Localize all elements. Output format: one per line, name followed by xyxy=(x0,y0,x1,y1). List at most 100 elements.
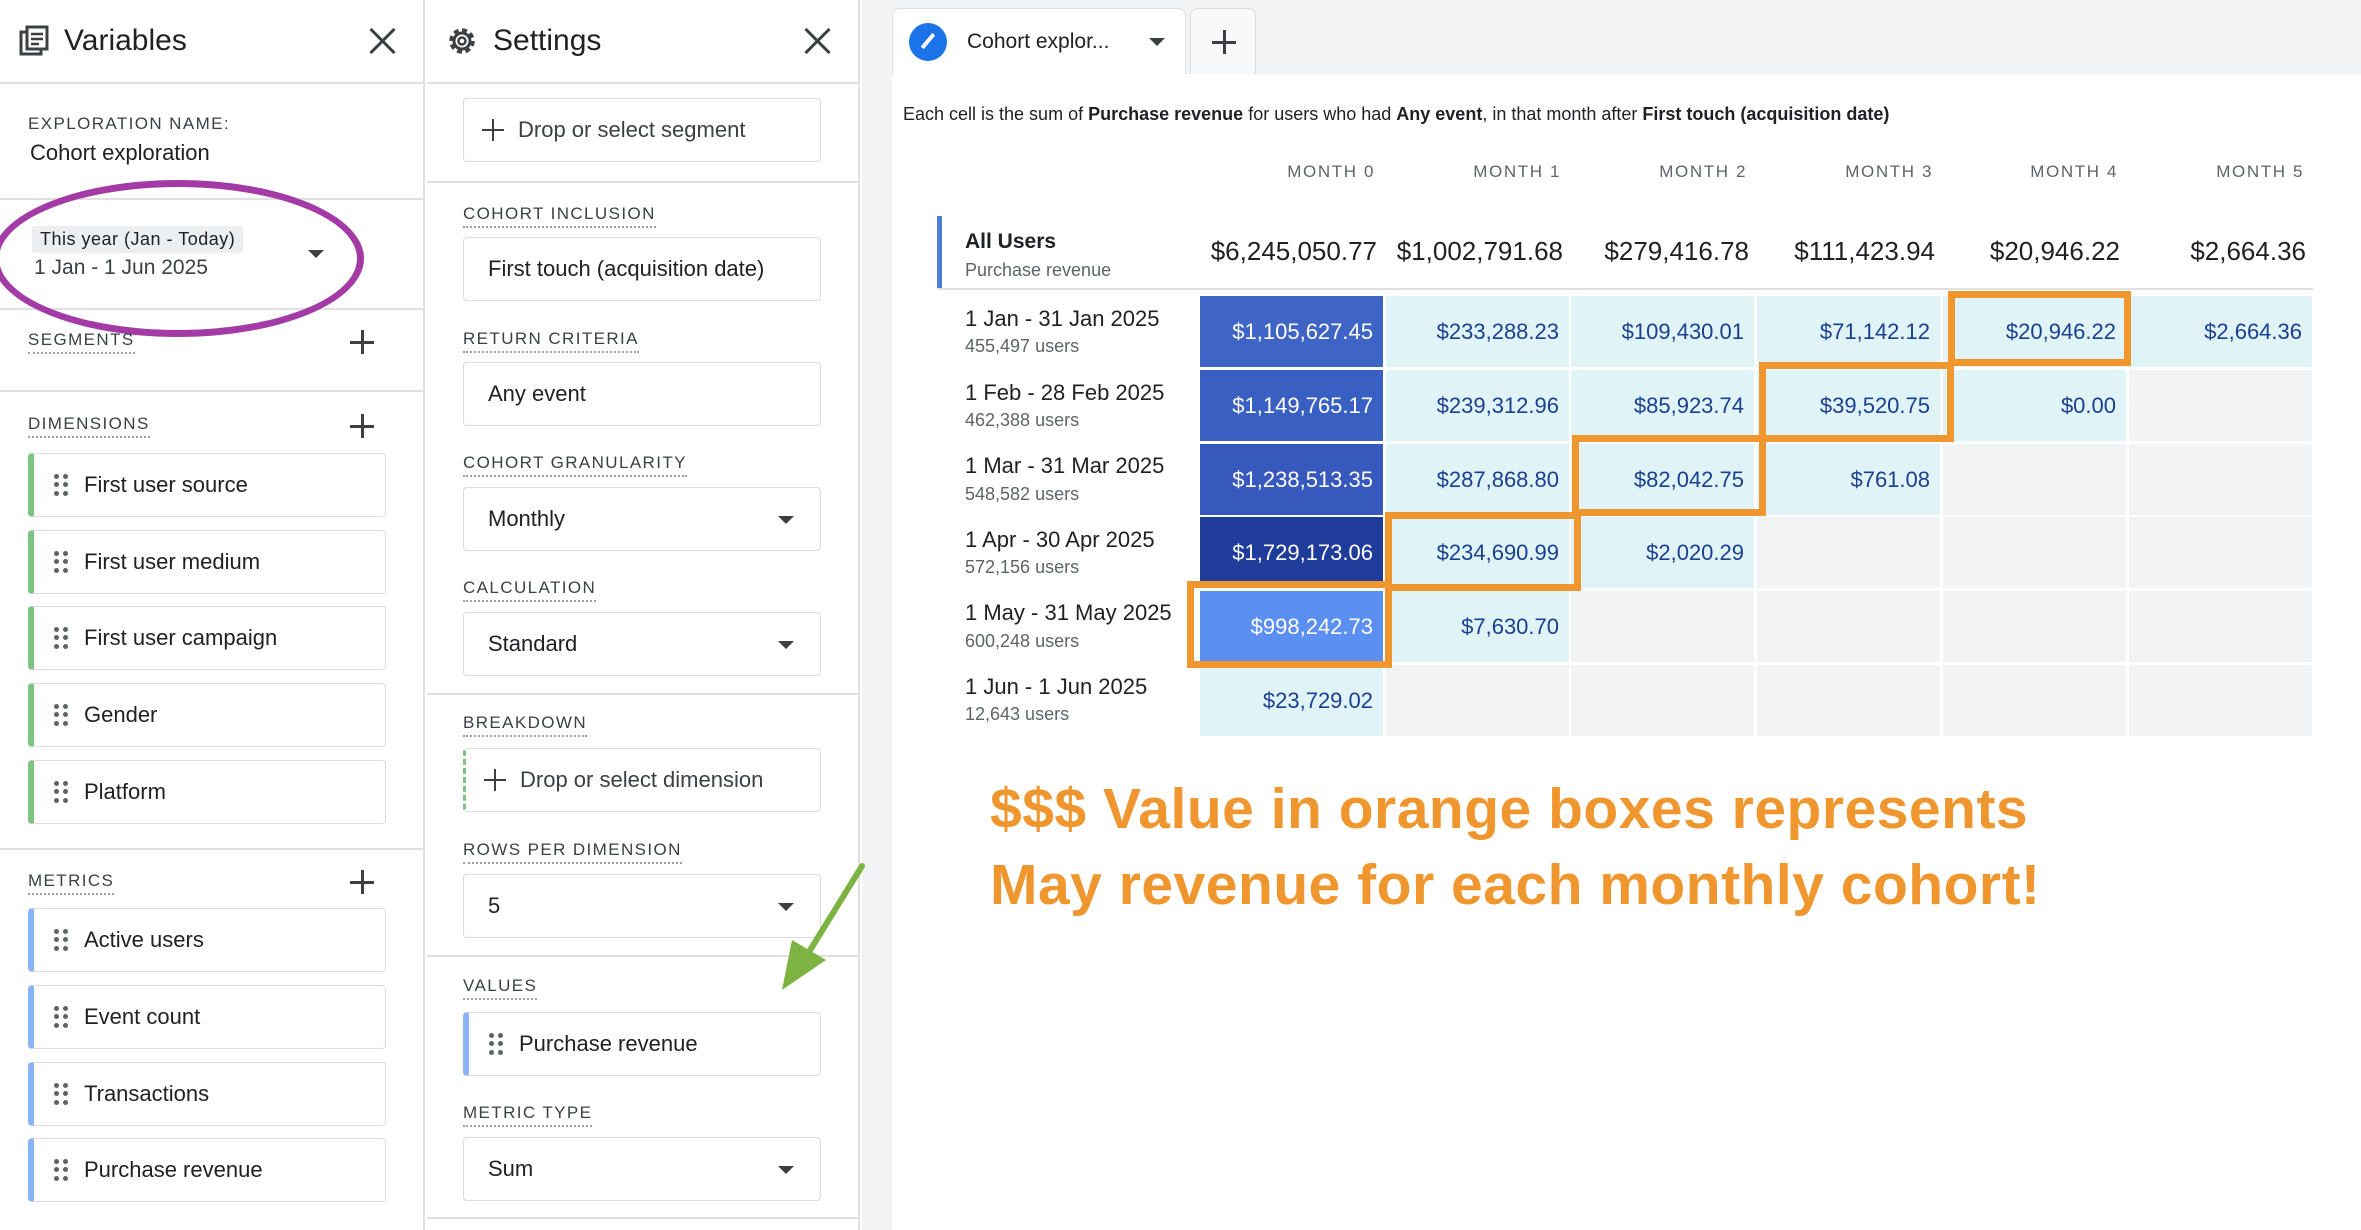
cohort-row-label: 1 Mar - 31 Mar 2025 xyxy=(965,453,1165,478)
dimension-chip[interactable]: First user campaign xyxy=(28,606,386,670)
dimension-chip[interactable]: First user source xyxy=(28,453,386,517)
gear-icon xyxy=(449,28,475,54)
dimension-chip[interactable]: Gender xyxy=(28,683,386,747)
heatmap-cell[interactable]: $998,242.73 xyxy=(1200,591,1383,662)
dimension-label: First user campaign xyxy=(84,625,278,650)
rows-per-dimension-select[interactable]: 5 xyxy=(463,874,821,938)
drag-handle-icon[interactable] xyxy=(489,1033,503,1055)
cohort-row-users: 600,248 users xyxy=(965,631,1080,651)
dimension-chip[interactable]: First user medium xyxy=(28,530,386,594)
metric-type-select[interactable]: Sum xyxy=(463,1137,821,1201)
heatmap-cell[interactable]: $239,312.96 xyxy=(1386,370,1569,441)
heatmap-cell[interactable]: $39,520.75 xyxy=(1757,370,1940,441)
caption-metric: Purchase revenue xyxy=(1088,104,1244,124)
value-chip[interactable]: Purchase revenue xyxy=(463,1012,821,1076)
heatmap-cell[interactable]: $761.08 xyxy=(1757,444,1940,515)
divider xyxy=(427,1217,858,1219)
exploration-name-input[interactable]: Cohort exploration xyxy=(30,140,210,165)
column-header[interactable]: MONTH 0 xyxy=(1287,162,1375,181)
close-settings-icon[interactable] xyxy=(798,22,836,60)
column-header[interactable]: MONTH 2 xyxy=(1659,162,1747,181)
drag-handle-icon[interactable] xyxy=(54,627,68,649)
heatmap-cell[interactable]: $7,630.70 xyxy=(1386,591,1569,662)
rows-per-dimension-label: ROWS PER DIMENSION xyxy=(463,840,682,864)
drag-handle-icon[interactable] xyxy=(54,704,68,726)
column-header[interactable]: MONTH 5 xyxy=(2216,162,2304,181)
empty-cell xyxy=(2129,370,2312,441)
metric-label: Active users xyxy=(84,927,204,952)
add-dimension-icon[interactable] xyxy=(350,414,374,438)
heatmap-cell[interactable]: $0.00 xyxy=(1943,370,2126,441)
heatmap-cell[interactable]: $1,105,627.45 xyxy=(1200,296,1383,367)
tab-cohort-exploration[interactable]: Cohort explor... xyxy=(892,8,1186,74)
metric-chip[interactable]: Purchase revenue xyxy=(28,1138,386,1202)
heatmap-cell[interactable]: $1,238,513.35 xyxy=(1200,444,1383,515)
heatmap-cell[interactable]: $85,923.74 xyxy=(1571,370,1754,441)
annotation-line-2: May revenue for each monthly cohort! xyxy=(990,853,2041,917)
cohort-row-label: 1 Apr - 30 Apr 2025 xyxy=(965,527,1155,552)
drag-handle-icon[interactable] xyxy=(54,1159,68,1181)
dimension-chip[interactable]: Platform xyxy=(28,760,386,824)
add-tab-button[interactable] xyxy=(1190,8,1256,74)
cohort-inclusion-field[interactable]: First touch (acquisition date) xyxy=(463,237,821,301)
plus-icon xyxy=(484,769,506,791)
empty-cell xyxy=(1757,665,1940,736)
heatmap-cell[interactable]: $2,664.36 xyxy=(2129,296,2312,367)
column-header[interactable]: MONTH 1 xyxy=(1473,162,1561,181)
heatmap-cell[interactable]: $2,020.29 xyxy=(1571,517,1754,588)
total-cell: $111,423.94 xyxy=(1794,236,1935,266)
drag-handle-icon[interactable] xyxy=(54,551,68,573)
close-variables-icon[interactable] xyxy=(363,22,401,60)
values-label: VALUES xyxy=(463,976,538,1000)
dimension-label: First user medium xyxy=(84,549,261,574)
total-cell: $20,946.22 xyxy=(1989,236,2120,266)
table-caption: Each cell is the sum of Purchase revenue… xyxy=(903,104,1889,125)
metrics-label: METRICS xyxy=(28,871,115,895)
segment-drop-zone[interactable]: Drop or select segment xyxy=(463,98,821,162)
drag-handle-icon[interactable] xyxy=(54,781,68,803)
caption-inclusion: First touch (acquisition date) xyxy=(1642,104,1890,124)
cohort-row-label: 1 May - 31 May 2025 xyxy=(965,600,1172,625)
column-header[interactable]: MONTH 4 xyxy=(2030,162,2118,181)
drag-handle-icon[interactable] xyxy=(54,1006,68,1028)
column-header[interactable]: MONTH 3 xyxy=(1845,162,1933,181)
metric-chip[interactable]: Event count xyxy=(28,985,386,1049)
metric-label: Transactions xyxy=(84,1081,210,1106)
heatmap-cell[interactable]: $109,430.01 xyxy=(1571,296,1754,367)
drag-handle-icon[interactable] xyxy=(54,1083,68,1105)
heatmap-cell[interactable]: $71,142.12 xyxy=(1757,296,1940,367)
granularity-value: Monthly xyxy=(488,506,566,531)
settings-header: Settings xyxy=(427,0,858,84)
return-criteria-field[interactable]: Any event xyxy=(463,362,821,426)
add-metric-icon[interactable] xyxy=(350,870,374,894)
heatmap-cell[interactable]: $1,149,765.17 xyxy=(1200,370,1383,441)
metric-chip[interactable]: Active users xyxy=(28,908,386,972)
heatmap-cell[interactable]: $1,729,173.06 xyxy=(1200,517,1383,588)
pencil-icon xyxy=(909,22,947,61)
empty-cell xyxy=(1943,444,2126,515)
heatmap-cell[interactable]: $20,946.22 xyxy=(1943,296,2126,367)
exploration-name-block: EXPLORATION NAME: Cohort exploration xyxy=(0,86,423,200)
variables-panel: Variables EXPLORATION NAME: Cohort explo… xyxy=(0,0,425,1230)
cohort-granularity-label: COHORT GRANULARITY xyxy=(463,453,687,477)
chevron-down-icon[interactable] xyxy=(1149,38,1165,46)
total-cell: $6,245,050.77 xyxy=(1210,236,1377,266)
cohort-row-label: 1 Feb - 28 Feb 2025 xyxy=(965,380,1165,405)
heatmap-cell[interactable]: $23,729.02 xyxy=(1200,665,1383,736)
heatmap-cell[interactable]: $233,288.23 xyxy=(1386,296,1569,367)
drag-handle-icon[interactable] xyxy=(54,474,68,496)
dimensions-label: DIMENSIONS xyxy=(28,414,150,438)
cohort-row-label: 1 Jan - 31 Jan 2025 xyxy=(965,306,1160,331)
divider xyxy=(427,955,858,957)
heatmap-cell[interactable]: $234,690.99 xyxy=(1386,517,1569,588)
breakdown-drop-zone[interactable]: Drop or select dimension xyxy=(463,748,821,812)
heatmap-cell[interactable]: $287,868.80 xyxy=(1386,444,1569,515)
heatmap-cell[interactable]: $82,042.75 xyxy=(1571,444,1754,515)
caption-text: for users who had xyxy=(1243,104,1397,124)
add-segment-icon[interactable] xyxy=(350,330,374,354)
metric-chip[interactable]: Transactions xyxy=(28,1062,386,1126)
calculation-select[interactable]: Standard xyxy=(463,612,821,676)
empty-cell xyxy=(2129,591,2312,662)
granularity-select[interactable]: Monthly xyxy=(463,487,821,551)
drag-handle-icon[interactable] xyxy=(54,929,68,951)
